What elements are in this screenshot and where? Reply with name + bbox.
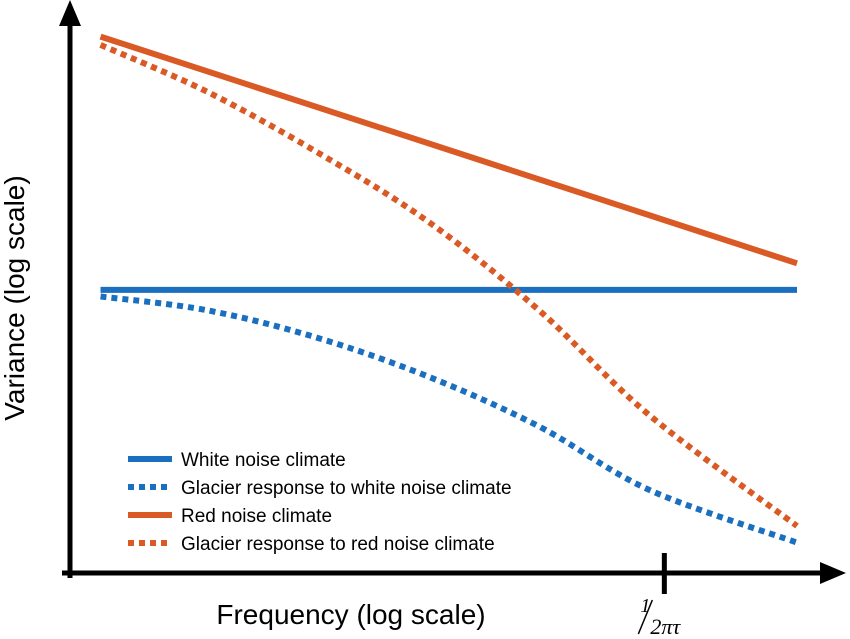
axes [59, 0, 846, 584]
x-axis-title: Frequency (log scale) [216, 599, 485, 630]
legend-label-4: Glacier response to red noise climate [181, 534, 495, 555]
x-tick-denominator: 2πτ [650, 614, 681, 639]
plot-series [99, 33, 799, 546]
series-line-4 [99, 42, 799, 529]
legend-label-3: Red noise climate [181, 506, 332, 527]
x-axis-arrow [820, 562, 846, 584]
x-tick-numerator: 1 [640, 595, 650, 617]
y-axis-arrow [59, 0, 81, 26]
legend-label-2: Glacier response to white noise climate [181, 478, 512, 499]
x-tick-fraction-slash [637, 599, 654, 635]
y-axis-title: Variance (log scale) [0, 175, 30, 420]
legend-label-1: White noise climate [181, 450, 346, 471]
legend: White noise climate Glacier response to w… [128, 450, 512, 555]
series-line-3 [99, 33, 798, 267]
